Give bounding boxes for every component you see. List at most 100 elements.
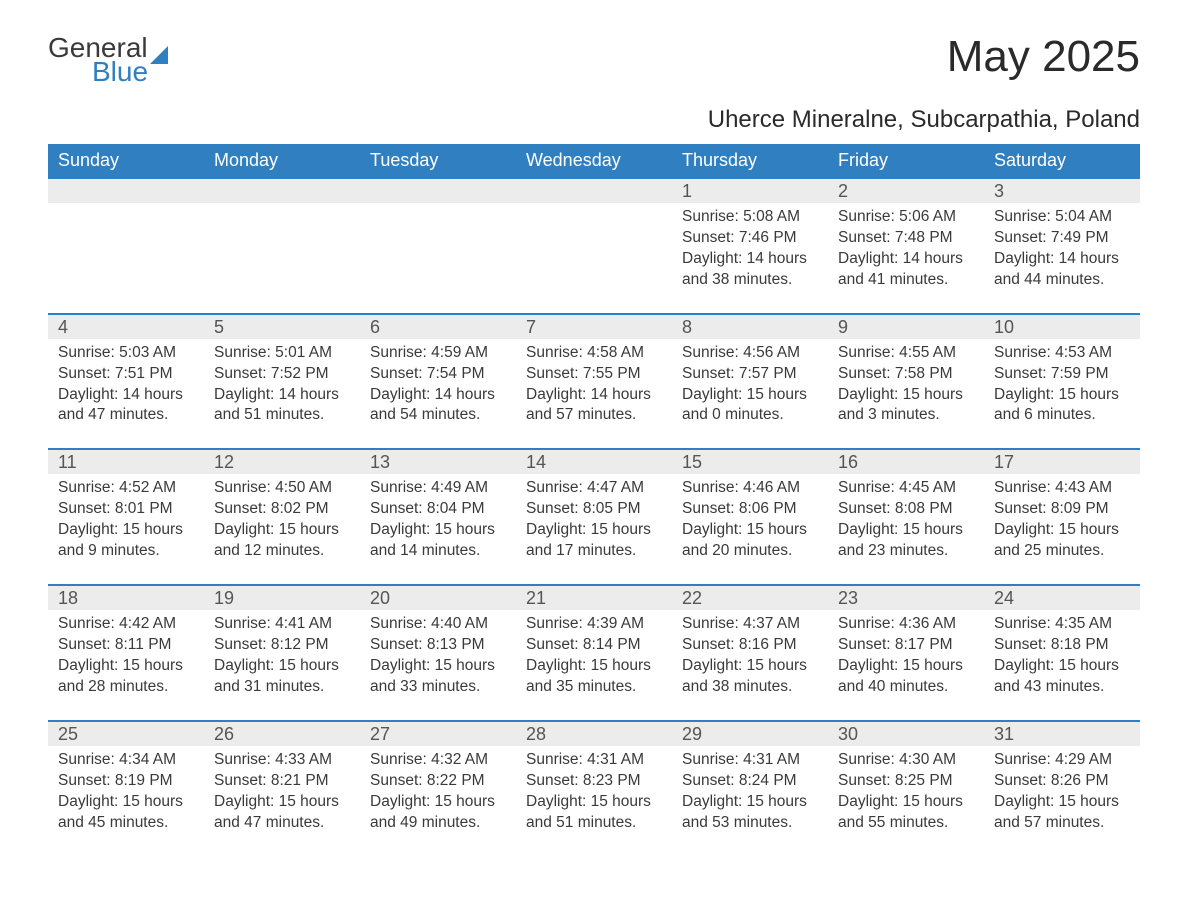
sunrise-line: Sunrise: 4:46 AM xyxy=(682,478,818,499)
day-details: Sunrise: 4:30 AMSunset: 8:25 PMDaylight:… xyxy=(828,746,984,856)
day-details: Sunrise: 4:50 AMSunset: 8:02 PMDaylight:… xyxy=(204,474,360,584)
day-cell: 20Sunrise: 4:40 AMSunset: 8:13 PMDayligh… xyxy=(360,584,516,720)
sunrise-line: Sunrise: 4:58 AM xyxy=(526,343,662,364)
daylight-line: Daylight: 15 hours and 6 minutes. xyxy=(994,385,1130,427)
sunrise-line: Sunrise: 4:29 AM xyxy=(994,750,1130,771)
daylight-line: Daylight: 15 hours and 20 minutes. xyxy=(682,520,818,562)
day-details: Sunrise: 4:37 AMSunset: 8:16 PMDaylight:… xyxy=(672,610,828,720)
day-cell: 30Sunrise: 4:30 AMSunset: 8:25 PMDayligh… xyxy=(828,720,984,856)
sunset-line: Sunset: 8:12 PM xyxy=(214,635,350,656)
sunset-line: Sunset: 8:01 PM xyxy=(58,499,194,520)
day-details: Sunrise: 4:40 AMSunset: 8:13 PMDaylight:… xyxy=(360,610,516,720)
daylight-line: Daylight: 15 hours and 9 minutes. xyxy=(58,520,194,562)
daylight-line: Daylight: 14 hours and 41 minutes. xyxy=(838,249,974,291)
day-details: Sunrise: 4:46 AMSunset: 8:06 PMDaylight:… xyxy=(672,474,828,584)
sunrise-line: Sunrise: 4:55 AM xyxy=(838,343,974,364)
day-cell xyxy=(204,177,360,313)
brand-logo: General Blue xyxy=(48,32,168,88)
sunset-line: Sunset: 8:05 PM xyxy=(526,499,662,520)
day-number: 27 xyxy=(360,720,516,746)
daylight-line: Daylight: 15 hours and 49 minutes. xyxy=(370,792,506,834)
sunrise-line: Sunrise: 4:37 AM xyxy=(682,614,818,635)
day-details: Sunrise: 4:53 AMSunset: 7:59 PMDaylight:… xyxy=(984,339,1140,449)
day-number: 1 xyxy=(672,177,828,203)
daylight-line: Daylight: 15 hours and 35 minutes. xyxy=(526,656,662,698)
day-number xyxy=(360,177,516,203)
sunrise-line: Sunrise: 4:42 AM xyxy=(58,614,194,635)
daylight-line: Daylight: 15 hours and 28 minutes. xyxy=(58,656,194,698)
day-number: 5 xyxy=(204,313,360,339)
day-number: 25 xyxy=(48,720,204,746)
daylight-line: Daylight: 15 hours and 14 minutes. xyxy=(370,520,506,562)
sunset-line: Sunset: 8:22 PM xyxy=(370,771,506,792)
day-number: 29 xyxy=(672,720,828,746)
sunrise-line: Sunrise: 4:50 AM xyxy=(214,478,350,499)
sunset-line: Sunset: 7:46 PM xyxy=(682,228,818,249)
day-number: 2 xyxy=(828,177,984,203)
day-details: Sunrise: 4:42 AMSunset: 8:11 PMDaylight:… xyxy=(48,610,204,720)
brand-triangle-icon xyxy=(150,46,168,64)
sunset-line: Sunset: 8:16 PM xyxy=(682,635,818,656)
daylight-line: Daylight: 15 hours and 53 minutes. xyxy=(682,792,818,834)
sunrise-line: Sunrise: 4:31 AM xyxy=(682,750,818,771)
sunset-line: Sunset: 8:26 PM xyxy=(994,771,1130,792)
day-cell xyxy=(360,177,516,313)
sunrise-line: Sunrise: 4:43 AM xyxy=(994,478,1130,499)
sunset-line: Sunset: 8:04 PM xyxy=(370,499,506,520)
sunrise-line: Sunrise: 4:32 AM xyxy=(370,750,506,771)
sunrise-line: Sunrise: 5:08 AM xyxy=(682,207,818,228)
day-cell: 27 Sunrise: 4:32 AMSunset: 8:22 PMDayligh… xyxy=(360,720,516,856)
sunrise-line: Sunrise: 4:30 AM xyxy=(838,750,974,771)
day-details xyxy=(360,203,516,307)
day-number: 13 xyxy=(360,448,516,474)
day-details: Sunrise: 5:04 AMSunset: 7:49 PMDaylight:… xyxy=(984,203,1140,313)
sunrise-line: Sunrise: 4:39 AM xyxy=(526,614,662,635)
daylight-line: Daylight: 14 hours and 38 minutes. xyxy=(682,249,818,291)
sunrise-line: Sunrise: 5:03 AM xyxy=(58,343,194,364)
day-number: 17 xyxy=(984,448,1140,474)
day-details: Sunrise: 4:56 AMSunset: 7:57 PMDaylight:… xyxy=(672,339,828,449)
day-number: 6 xyxy=(360,313,516,339)
daylight-line: Daylight: 15 hours and 38 minutes. xyxy=(682,656,818,698)
daylight-line: Daylight: 15 hours and 23 minutes. xyxy=(838,520,974,562)
day-number xyxy=(204,177,360,203)
day-number: 30 xyxy=(828,720,984,746)
daylight-line: Daylight: 14 hours and 44 minutes. xyxy=(994,249,1130,291)
sunrise-line: Sunrise: 4:47 AM xyxy=(526,478,662,499)
day-details: Sunrise: 4:33 AMSunset: 8:21 PMDaylight:… xyxy=(204,746,360,856)
daylight-line: Daylight: 15 hours and 51 minutes. xyxy=(526,792,662,834)
day-cell: 25Sunrise: 4:34 AMSunset: 8:19 PMDayligh… xyxy=(48,720,204,856)
day-cell: 31Sunrise: 4:29 AMSunset: 8:26 PMDayligh… xyxy=(984,720,1140,856)
week-row: 11Sunrise: 4:52 AMSunset: 8:01 PMDayligh… xyxy=(48,448,1140,584)
sunset-line: Sunset: 7:57 PM xyxy=(682,364,818,385)
day-details: Sunrise: 4:58 AMSunset: 7:55 PMDaylight:… xyxy=(516,339,672,449)
day-cell: 8Sunrise: 4:56 AMSunset: 7:57 PMDaylight… xyxy=(672,313,828,449)
sunrise-line: Sunrise: 4:35 AM xyxy=(994,614,1130,635)
sunrise-line: Sunrise: 4:36 AM xyxy=(838,614,974,635)
day-cell xyxy=(48,177,204,313)
day-details: Sunrise: 4:43 AMSunset: 8:09 PMDaylight:… xyxy=(984,474,1140,584)
daylight-line: Daylight: 15 hours and 43 minutes. xyxy=(994,656,1130,698)
day-number: 15 xyxy=(672,448,828,474)
daylight-line: Daylight: 15 hours and 31 minutes. xyxy=(214,656,350,698)
sunrise-line: Sunrise: 5:04 AM xyxy=(994,207,1130,228)
day-number: 10 xyxy=(984,313,1140,339)
week-row: 1Sunrise: 5:08 AMSunset: 7:46 PMDaylight… xyxy=(48,177,1140,313)
daylight-line: Daylight: 15 hours and 12 minutes. xyxy=(214,520,350,562)
sunset-line: Sunset: 7:52 PM xyxy=(214,364,350,385)
day-cell: 1 Sunrise: 5:08 AMSunset: 7:46 PMDaylight… xyxy=(672,177,828,313)
daylight-line: Daylight: 15 hours and 33 minutes. xyxy=(370,656,506,698)
day-cell: 18Sunrise: 4:42 AMSunset: 8:11 PMDayligh… xyxy=(48,584,204,720)
day-cell: 12Sunrise: 4:50 AMSunset: 8:02 PMDayligh… xyxy=(204,448,360,584)
week-row: 25Sunrise: 4:34 AMSunset: 8:19 PMDayligh… xyxy=(48,720,1140,856)
week-row: 4Sunrise: 5:03 AMSunset: 7:51 PMDaylight… xyxy=(48,313,1140,449)
day-details xyxy=(204,203,360,307)
sunset-line: Sunset: 8:21 PM xyxy=(214,771,350,792)
day-details xyxy=(516,203,672,307)
sunset-line: Sunset: 8:18 PM xyxy=(994,635,1130,656)
daylight-line: Daylight: 15 hours and 3 minutes. xyxy=(838,385,974,427)
sunset-line: Sunset: 8:02 PM xyxy=(214,499,350,520)
sunrise-line: Sunrise: 4:33 AM xyxy=(214,750,350,771)
day-details: Sunrise: 4:31 AMSunset: 8:23 PMDaylight:… xyxy=(516,746,672,856)
daylight-line: Daylight: 15 hours and 57 minutes. xyxy=(994,792,1130,834)
